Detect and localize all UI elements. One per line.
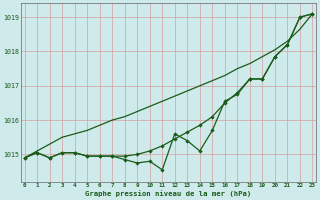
X-axis label: Graphe pression niveau de la mer (hPa): Graphe pression niveau de la mer (hPa): [85, 190, 252, 197]
